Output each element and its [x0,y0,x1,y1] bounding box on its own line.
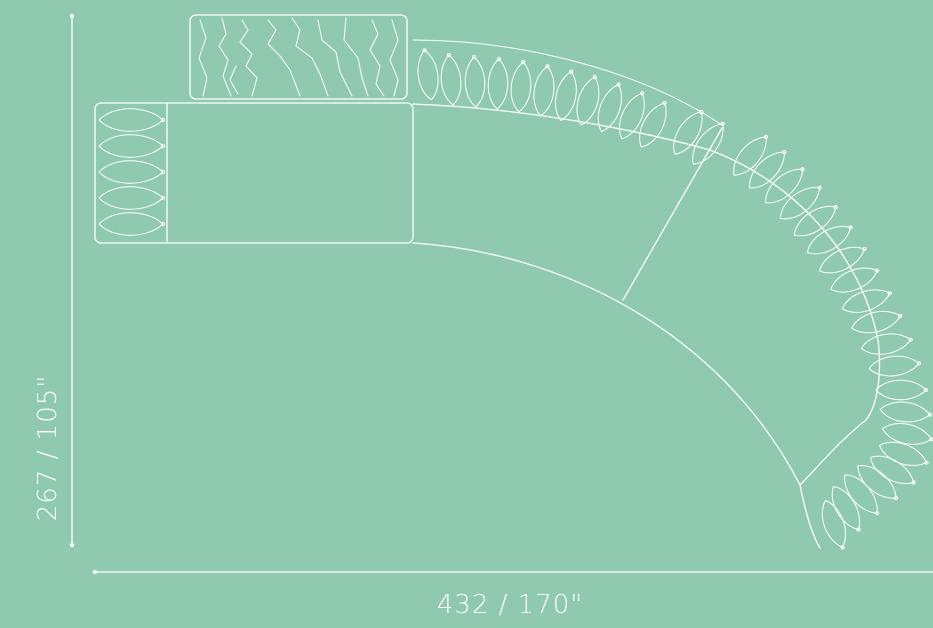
chaise-pillow [98,186,164,210]
curved-seat-inner-edge [412,242,801,486]
cushion-button [446,52,451,58]
cushion-button [592,74,597,80]
cushion-button [840,545,845,550]
cushion-button [422,48,427,53]
cushion-button [545,64,550,69]
curved-backrest-outline [412,39,723,126]
cushion-button [848,225,853,230]
backrest-cushion [831,485,861,531]
depth-dimension-dot-bottom [69,542,75,548]
backrest-cushion [806,225,852,255]
backrest-cushion [793,205,837,237]
cushion-button [923,387,929,393]
backrest-cushion [821,500,846,548]
curved-end-arm [799,484,821,549]
backrest-cushion [857,465,897,499]
backrest-cushion [533,65,555,117]
chaise-pillow [98,212,164,236]
cushion-button [856,527,861,532]
backrest-cushion [868,355,920,377]
backrest-cushion [844,474,878,514]
cushion-button [887,291,892,296]
cushion-button [782,149,787,155]
cushion-button [160,117,166,123]
chaise-pillow [98,160,164,184]
backrest-cushion [779,186,821,220]
chaise-pillow [98,134,164,158]
backrest-cushion [487,58,509,110]
backrest-cushion [619,92,645,140]
backrest-cushion [860,333,912,355]
cushion-button [929,437,933,442]
cushion-button [662,100,667,106]
cushion-button [472,54,477,60]
cushion-button [640,91,645,96]
depth-dimension-dot-top [69,13,75,19]
cushion-button [763,134,769,139]
backrest-cushion [882,422,932,445]
cushion-button [160,169,166,175]
seat-divider [622,127,723,301]
cushion-button [833,204,838,210]
cushion-button [924,460,929,465]
backrest-cushion [869,455,915,485]
backrest-cushion [417,49,439,101]
ottoman [189,14,408,100]
chaise-seat [94,102,414,244]
cushion-button [911,480,916,485]
dimension-dots [69,13,98,575]
cushion-button [160,195,166,201]
backrest-cushion [879,441,927,466]
chaise-outline [94,102,414,244]
backrest-cushion [749,151,785,189]
cushion-button [800,167,805,172]
curved-seat-backrest-edge [412,103,711,151]
backrest-cushion [554,71,577,121]
curved-end [799,484,821,549]
backrest-cushion [576,76,600,126]
cushion-button [521,59,526,65]
depth-dimension-label: 267 / 105" [33,374,63,522]
cushion-button [817,185,822,190]
backrest-cushion [819,247,865,274]
backrest-cushion [879,401,931,423]
cushion-button [908,337,913,342]
width-dimension-label: 432 / 170" [436,590,584,620]
backrest-cushion [440,54,462,106]
backrest-cushion [733,136,767,176]
cushion-button [862,246,867,252]
chaise-backrest-pillows [98,108,166,236]
backrest-cushion [510,61,532,113]
backrest-cushion [597,84,622,132]
backrest-cushion [673,111,703,155]
cushion-button [874,511,880,516]
cushion-button [875,268,880,273]
width-dimension-dot-left [92,569,98,575]
ottoman-outline [189,14,408,100]
cushion-button [616,82,621,87]
cushion-button [160,221,166,227]
backrest-cushion [692,123,724,165]
ottoman-veining [198,17,399,97]
cushion-button [496,56,501,62]
backrest-cushion [851,311,901,334]
curved-backrest-cushions [412,39,933,550]
cushion-button [927,412,932,417]
backrest-cushion [764,168,804,204]
backrest-cushion [464,56,486,108]
backrest-cushion [841,289,891,313]
cushion-button [569,69,574,74]
curved-seat-1 [412,103,801,486]
cushion-button [160,143,166,149]
cushion-button [898,313,903,319]
backrest-cushion [875,379,927,401]
backrest-cushion [639,102,667,148]
backrest-cushion [830,267,878,293]
cushion-button [916,361,921,366]
chaise-pillow [98,108,164,132]
cushion-button [894,495,899,501]
